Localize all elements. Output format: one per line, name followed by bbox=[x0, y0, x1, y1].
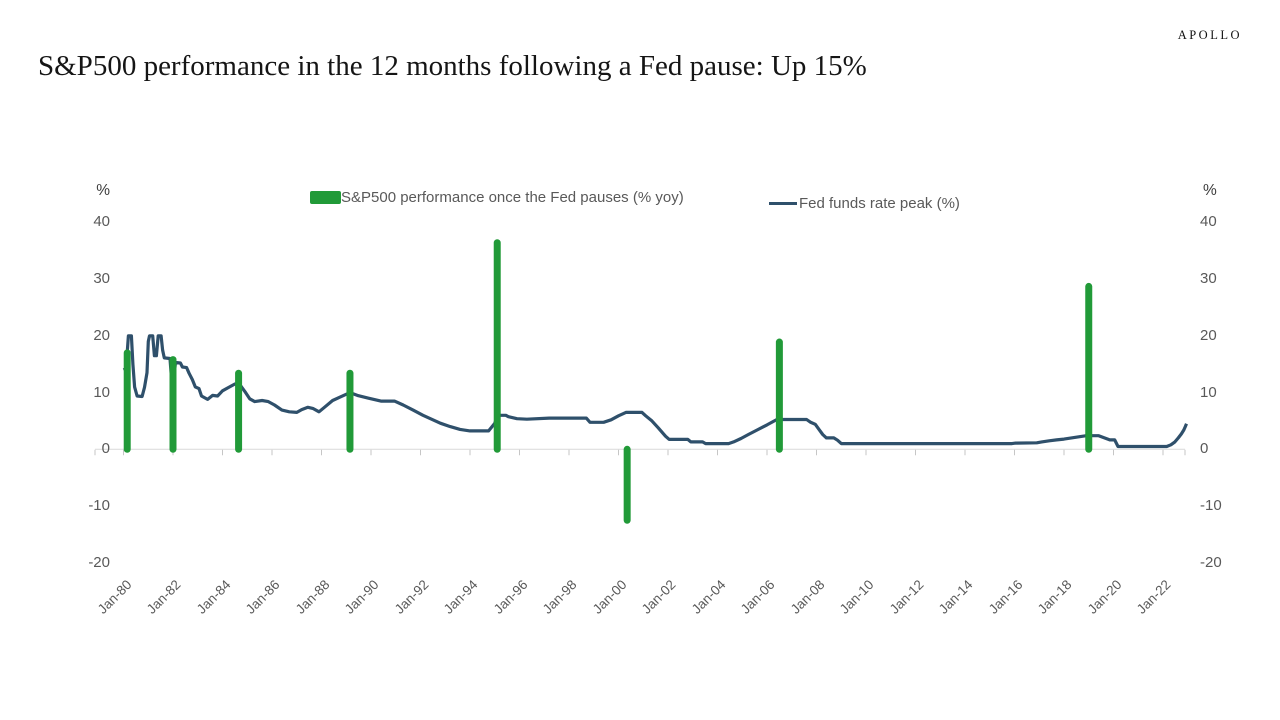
y-axis-tick-label-right: 10 bbox=[1200, 383, 1217, 401]
y-axis-tick-label-right: 0 bbox=[1200, 440, 1209, 458]
y-axis-tick-label-left: 10 bbox=[93, 383, 110, 401]
y-axis-unit-left: % bbox=[96, 182, 110, 199]
y-axis-tick-label-right: -10 bbox=[1200, 497, 1222, 515]
y-axis-tick-label-left: -20 bbox=[88, 553, 110, 571]
y-axis-tick-label-right: 20 bbox=[1200, 326, 1217, 344]
y-axis-unit-right: % bbox=[1203, 182, 1217, 199]
y-axis-tick-label-right: 40 bbox=[1200, 213, 1217, 231]
y-axis-tick-label-right: -20 bbox=[1200, 553, 1222, 571]
page-title: S&P500 performance in the 12 months foll… bbox=[38, 50, 867, 82]
y-axis-tick-label-left: -10 bbox=[88, 497, 110, 515]
y-axis-tick-label-left: 40 bbox=[93, 213, 110, 231]
apollo-logo: APOLLO bbox=[1177, 28, 1242, 42]
y-axis-tick-label-left: 30 bbox=[93, 270, 110, 288]
y-axis-tick-label-left: 20 bbox=[93, 326, 110, 344]
y-axis-tick-label-right: 30 bbox=[1200, 270, 1217, 288]
fed-funds-rate-line bbox=[122, 334, 1188, 449]
y-axis-tick-label-left: 0 bbox=[101, 440, 110, 458]
